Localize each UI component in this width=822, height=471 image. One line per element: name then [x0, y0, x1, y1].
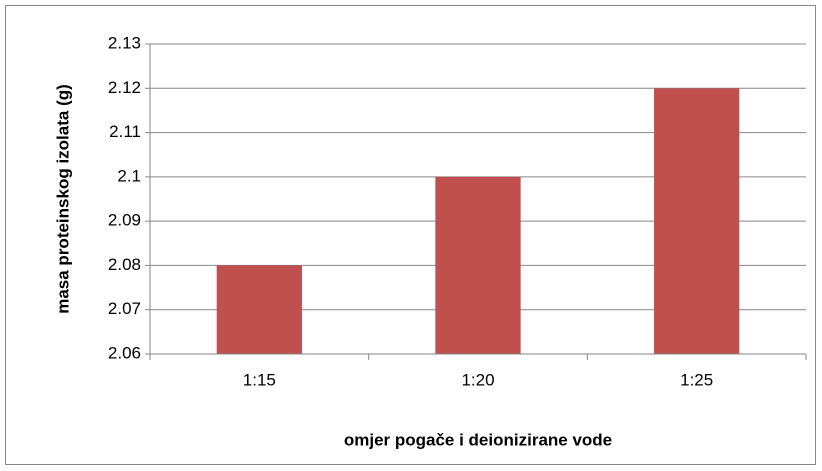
bar: [216, 265, 302, 354]
y-tick-label: 2.13: [108, 33, 141, 52]
bar: [654, 88, 740, 355]
y-axis-label: masa proteinskog izolata (g): [53, 84, 72, 314]
y-tick-label: 2.12: [108, 78, 141, 97]
y-tick-label: 2.06: [108, 343, 141, 362]
y-tick-label: 2.09: [108, 211, 141, 230]
x-tick-label: 1:15: [243, 370, 276, 389]
y-tick-label: 2.11: [109, 122, 141, 141]
x-axis-label: omjer pogače i deionizirane vode: [344, 430, 612, 449]
bar: [435, 176, 521, 354]
y-tick-label: 2.07: [108, 299, 141, 318]
x-tick-label: 1:20: [461, 370, 494, 389]
y-tick-label: 2.1: [117, 166, 141, 185]
x-tick-label: 1:25: [680, 370, 713, 389]
y-tick-label: 2.08: [108, 255, 141, 274]
